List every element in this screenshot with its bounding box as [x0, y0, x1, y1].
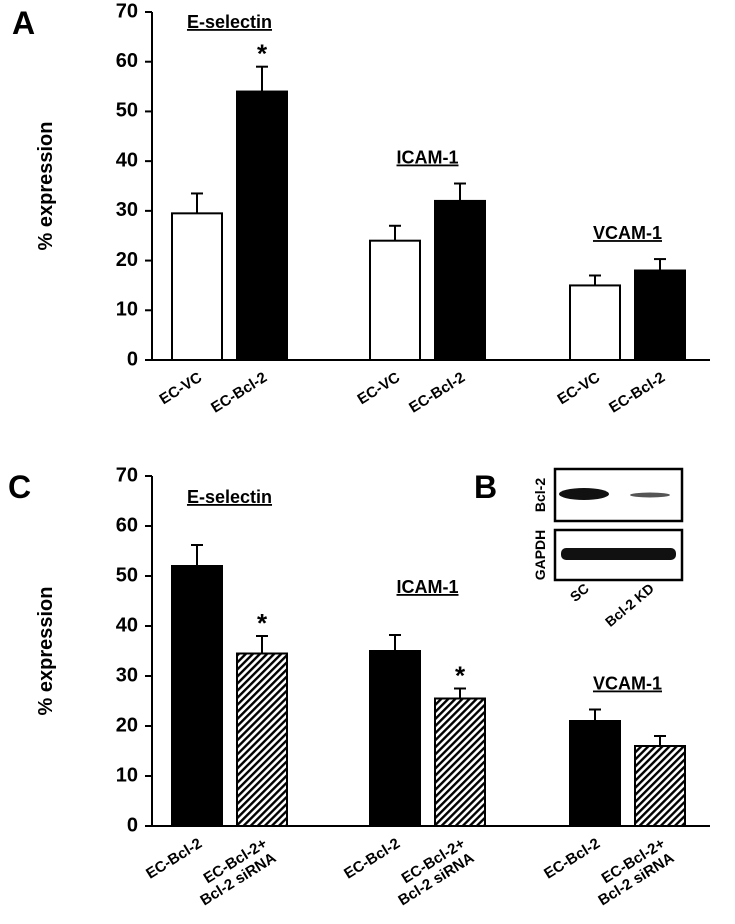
y-tick-label: 30	[116, 664, 138, 686]
x-tick-label: EC-VC	[355, 369, 404, 408]
group-label: VCAM-1	[593, 223, 662, 243]
x-tick-label: EC-Bcl-2	[143, 835, 205, 883]
panel-label: A	[12, 5, 35, 41]
x-tick-label: EC-VC	[157, 369, 206, 408]
bar	[434, 199, 486, 361]
significance-label: *	[257, 608, 268, 638]
bar	[569, 720, 621, 827]
blot-row-label: GAPDH	[532, 530, 548, 581]
y-axis-label: % expression	[35, 587, 57, 716]
panel-label: B	[474, 469, 497, 505]
x-tick-label: EC-Bcl-2	[208, 369, 270, 417]
significance-label: *	[257, 39, 268, 69]
y-tick-label: 70	[116, 0, 138, 22]
y-tick-label: 10	[116, 299, 138, 321]
y-tick-label: 50	[116, 564, 138, 586]
y-axis-label: % expression	[35, 122, 57, 251]
x-tick-label: EC-Bcl-2	[606, 369, 668, 417]
group-label: ICAM-1	[397, 577, 459, 597]
x-tick-label: EC-Bcl-2	[541, 835, 603, 883]
group-label: ICAM-1	[397, 148, 459, 168]
y-tick-label: 20	[116, 714, 138, 736]
blot-row-label: Bcl-2	[532, 478, 548, 512]
bar	[569, 284, 621, 361]
bar	[369, 650, 421, 827]
bar	[171, 212, 223, 361]
y-tick-label: 70	[116, 464, 138, 486]
bar	[171, 565, 223, 827]
y-tick-label: 50	[116, 100, 138, 122]
blot-lane-label: SC	[567, 580, 592, 605]
bar	[236, 90, 288, 362]
bar	[634, 745, 686, 827]
bar	[434, 697, 486, 827]
group-label: E-selectin	[187, 12, 272, 32]
band	[559, 488, 609, 500]
x-tick-label: EC-VC	[555, 369, 604, 408]
band	[561, 548, 676, 560]
significance-label: *	[455, 661, 466, 691]
y-tick-label: 60	[116, 50, 138, 72]
blot-lane-label: Bcl-2 KD	[602, 580, 657, 630]
panel-label: C	[8, 469, 31, 505]
band	[630, 492, 670, 498]
bar	[236, 652, 288, 827]
y-tick-label: 10	[116, 764, 138, 786]
y-tick-label: 40	[116, 614, 138, 636]
x-tick-label: EC-Bcl-2	[406, 369, 468, 417]
blot-panel: B Bcl-2 GAPDH SC Bcl-2 KD	[474, 467, 684, 630]
x-tick-label: EC-Bcl-2	[341, 835, 403, 883]
y-tick-label: 40	[116, 149, 138, 171]
group-label: E-selectin	[187, 487, 272, 507]
y-tick-label: 20	[116, 249, 138, 271]
y-tick-label: 0	[127, 348, 138, 370]
bar	[369, 239, 421, 361]
y-tick-label: 30	[116, 199, 138, 221]
y-tick-label: 60	[116, 514, 138, 536]
bar	[634, 269, 686, 361]
group-label: VCAM-1	[593, 674, 662, 694]
y-tick-label: 0	[127, 814, 138, 836]
